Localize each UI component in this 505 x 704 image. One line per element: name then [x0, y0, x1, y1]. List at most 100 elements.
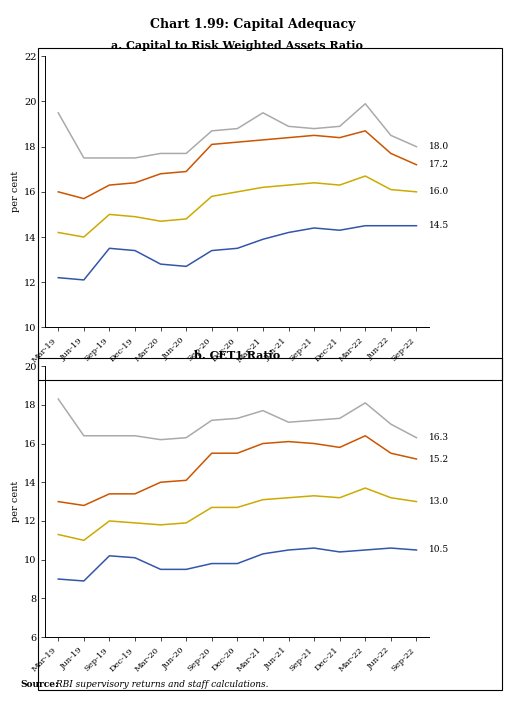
PSBs — [337, 226, 343, 234]
PSBs — [260, 235, 266, 244]
All SCBs — [55, 228, 61, 237]
PVBs — [388, 149, 394, 158]
Text: 16.3: 16.3 — [429, 433, 449, 442]
PVBs — [132, 179, 138, 187]
PVBs — [107, 181, 113, 189]
FBs — [55, 108, 61, 117]
Text: 17.2: 17.2 — [429, 161, 449, 169]
FBs — [55, 395, 61, 403]
PSBs — [183, 262, 189, 270]
Line: FBs: FBs — [58, 103, 417, 158]
All SCBs — [388, 494, 394, 502]
FBs — [158, 435, 164, 444]
FBs — [183, 149, 189, 158]
FBs — [414, 434, 420, 442]
FBs — [107, 432, 113, 440]
PVBs — [234, 449, 240, 458]
PVBs — [337, 134, 343, 142]
PVBs — [234, 138, 240, 146]
PVBs — [337, 444, 343, 452]
All SCBs — [260, 496, 266, 504]
Line: PSBs: PSBs — [58, 548, 417, 581]
PSBs — [311, 543, 317, 552]
PVBs — [55, 187, 61, 196]
PVBs — [107, 490, 113, 498]
PSBs — [362, 222, 368, 230]
PSBs — [388, 543, 394, 552]
Title: b. CET1 Ratio: b. CET1 Ratio — [194, 350, 280, 361]
All SCBs — [311, 491, 317, 500]
FBs — [362, 398, 368, 407]
All SCBs — [158, 521, 164, 529]
All SCBs — [107, 210, 113, 219]
FBs — [132, 153, 138, 162]
PVBs — [158, 170, 164, 178]
PVBs — [158, 478, 164, 486]
All SCBs — [362, 172, 368, 180]
FBs — [388, 420, 394, 428]
FBs — [132, 432, 138, 440]
All SCBs — [311, 179, 317, 187]
PSBs — [260, 550, 266, 558]
FBs — [414, 142, 420, 151]
Y-axis label: per cent: per cent — [11, 171, 20, 213]
PVBs — [260, 136, 266, 144]
Text: 15.2: 15.2 — [429, 455, 449, 463]
All SCBs — [183, 519, 189, 527]
Text: 10.5: 10.5 — [429, 546, 449, 555]
PVBs — [183, 168, 189, 176]
PSBs — [234, 244, 240, 253]
PSBs — [81, 276, 87, 284]
Title: a. Capital to Risk Weighted Assets Ratio: a. Capital to Risk Weighted Assets Ratio — [111, 40, 364, 51]
FBs — [311, 416, 317, 425]
PVBs — [260, 439, 266, 448]
FBs — [260, 108, 266, 117]
All SCBs — [285, 181, 291, 189]
PVBs — [414, 455, 420, 463]
Line: PVBs: PVBs — [58, 436, 417, 505]
PSBs — [209, 246, 215, 255]
All SCBs — [234, 503, 240, 512]
FBs — [260, 406, 266, 415]
All SCBs — [132, 519, 138, 527]
Line: All SCBs: All SCBs — [58, 176, 417, 237]
PSBs — [337, 548, 343, 556]
All SCBs — [81, 536, 87, 545]
All SCBs — [132, 213, 138, 221]
PSBs — [132, 553, 138, 562]
Line: FBs: FBs — [58, 399, 417, 439]
PSBs — [311, 224, 317, 232]
PVBs — [362, 127, 368, 135]
FBs — [209, 416, 215, 425]
All SCBs — [209, 192, 215, 201]
PSBs — [285, 546, 291, 554]
PVBs — [362, 432, 368, 440]
Text: 16.0: 16.0 — [429, 187, 449, 196]
PSBs — [107, 552, 113, 560]
PVBs — [132, 490, 138, 498]
All SCBs — [337, 181, 343, 189]
Text: 14.5: 14.5 — [429, 221, 449, 230]
All SCBs — [183, 215, 189, 223]
PSBs — [234, 559, 240, 567]
FBs — [337, 414, 343, 422]
Text: RBI supervisory returns and staff calculations.: RBI supervisory returns and staff calcul… — [53, 679, 269, 689]
FBs — [337, 122, 343, 130]
PVBs — [55, 497, 61, 505]
PSBs — [132, 246, 138, 255]
Text: Source:: Source: — [20, 679, 59, 689]
FBs — [158, 149, 164, 158]
PSBs — [362, 546, 368, 554]
All SCBs — [388, 185, 394, 194]
PSBs — [107, 244, 113, 253]
FBs — [285, 418, 291, 427]
PVBs — [81, 194, 87, 203]
PSBs — [81, 577, 87, 585]
All SCBs — [260, 183, 266, 191]
All SCBs — [414, 187, 420, 196]
All SCBs — [362, 484, 368, 492]
Line: All SCBs: All SCBs — [58, 488, 417, 541]
All SCBs — [55, 530, 61, 539]
PSBs — [158, 260, 164, 268]
FBs — [107, 153, 113, 162]
